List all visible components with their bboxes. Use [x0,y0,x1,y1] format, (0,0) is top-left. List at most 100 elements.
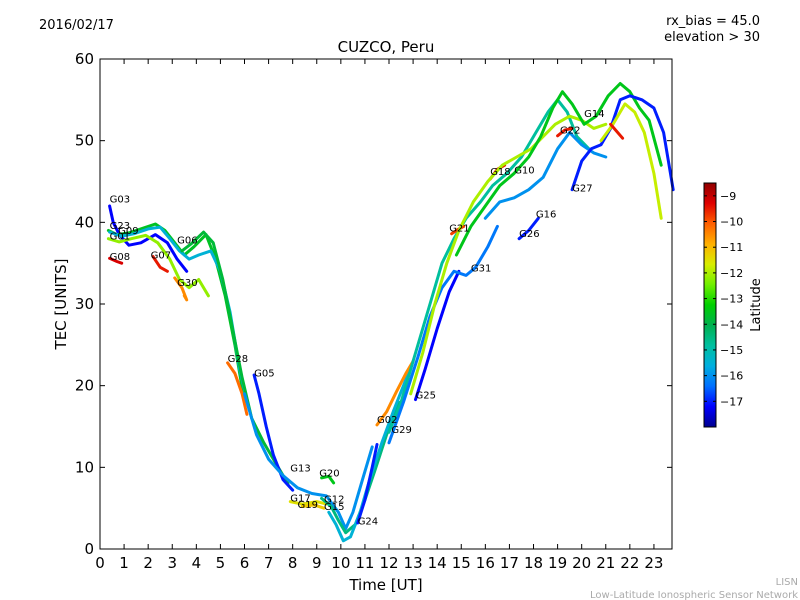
series-line-g05 [252,373,295,492]
x-tick-label: 4 [192,554,202,572]
x-tick-label: 10 [331,554,350,572]
colorbar-tick-label: −11 [720,241,743,254]
series-line-g26 [517,216,540,241]
x-tick-label: 23 [644,554,663,572]
x-axis-label: Time [UT] [348,576,422,594]
x-tick-label: 16 [476,554,495,572]
colorbar-label: Latitude [749,278,764,332]
chart-title: CUZCO, Peru [338,38,435,56]
satellite-label-g19: G19 [298,500,318,511]
y-tick-label: 30 [75,295,94,313]
colorbar-gradient [703,182,717,428]
series-line-g20 [320,474,336,485]
satellite-label-g29: G29 [391,425,411,436]
footer-network-short: LISN [776,577,798,588]
satellite-label-g26: G26 [519,229,539,240]
satellite-label-g06: G06 [177,236,197,247]
elevation-label: elevation > 30 [664,30,760,45]
series-line-g10 [409,114,608,396]
satellite-label-g23: G23 [110,221,130,232]
x-tick-label: 5 [216,554,226,572]
series-line-g22 [556,126,574,138]
series-line-unlabeled-30 [609,122,625,140]
series-line-g24 [356,443,379,525]
satellite-label-g02: G02 [377,415,397,426]
series-line-g29 [387,98,591,434]
y-tick-label: 0 [84,540,94,558]
satellite-label-g15: G15 [324,502,344,513]
x-tick-label: 1 [119,554,129,572]
y-tick-label: 40 [75,213,94,231]
latitude-colorbar: −9 −10 −11 −12 −13 −14 −15 −16 −17 Latitude [703,182,764,428]
x-tick-label: 3 [167,554,177,572]
series-line-g23 [106,222,246,404]
satellite-label-g05: G05 [254,369,274,380]
series-line-unlabeled-29 [599,102,663,220]
colorbar-tick-label: −14 [720,318,743,331]
satellite-label-g03: G03 [110,195,130,206]
series-line-g30 [173,276,189,302]
date-label: 2016/02/17 [39,18,114,33]
x-tick-label: 6 [240,554,250,572]
colorbar-tick-label: −12 [720,267,743,280]
y-tick-label: 20 [75,377,94,395]
x-tick-label: 19 [548,554,567,572]
x-tick-label: 22 [620,554,639,572]
series-line-g16 [483,131,608,220]
satellite-label-g20: G20 [319,468,339,479]
x-tick-label: 9 [312,554,322,572]
series-line-g19 [300,503,326,510]
satellite-label-g10: G10 [514,165,534,176]
satellite-label-g30: G30 [177,278,197,289]
series-line-g28 [226,361,249,416]
x-tick-label: 8 [288,554,298,572]
footer-network-full: Low-Latitude Ionospheric Sensor Network [590,590,798,600]
satellite-label-g27: G27 [572,183,592,194]
x-tick-label: 21 [596,554,615,572]
x-tick-label: 14 [428,554,447,572]
x-tick-label: 11 [355,554,374,572]
satellite-label-g21: G21 [449,223,469,234]
series-line-g31 [387,224,499,445]
colorbar-tick-label: −9 [720,190,736,203]
satellite-label-g14: G14 [584,109,604,120]
satellite-label-g31: G31 [471,263,491,274]
series-line-g07 [151,255,169,273]
series-line-g17 [288,500,328,506]
plot-frame [99,58,673,550]
y-axis-label: TEC [UNITS] [52,259,70,351]
x-axis: 0 1 2 3 4 5 6 7 8 9 10 11 12 13 14 15 16 17 18 19 20 21 22 23 [95,59,663,572]
series-line-g14 [454,82,663,257]
colorbar-tick-label: −10 [720,216,743,229]
satellite-label-g09: G09 [118,226,138,237]
y-tick-label: 60 [75,50,94,68]
series-line-g08 [108,256,124,265]
colorbar-tick-label: −16 [720,370,743,383]
satellite-label-g18: G18 [490,167,510,178]
satellite-label-g13: G13 [290,463,310,474]
series-line-g13 [243,392,374,531]
satellite-label-g08: G08 [110,252,130,263]
y-tick-label: 10 [75,458,94,476]
series-layer [106,82,675,543]
satellite-label-g01: G01 [110,232,130,243]
x-tick-label: 20 [572,554,591,572]
satellite-label-g16: G16 [536,209,556,220]
colorbar-ticks: −9 −10 −11 −12 −13 −14 −15 −16 −17 [704,190,743,408]
x-tick-label: 13 [404,554,423,572]
x-tick-label: 18 [524,554,543,572]
satellite-label-g22: G22 [560,125,580,136]
x-tick-label: 0 [95,554,105,572]
rx-bias-label: rx_bias = 45.0 [666,14,760,29]
colorbar-tick-label: −13 [720,293,743,306]
series-line-g01 [106,233,210,298]
x-tick-label: 15 [452,554,471,572]
x-tick-label: 7 [264,554,274,572]
colorbar-tick-label: −17 [720,395,743,408]
series-line-g25 [414,269,461,402]
y-tick-label: 50 [75,132,94,150]
x-tick-label: 2 [143,554,153,572]
x-tick-label: 12 [379,554,398,572]
